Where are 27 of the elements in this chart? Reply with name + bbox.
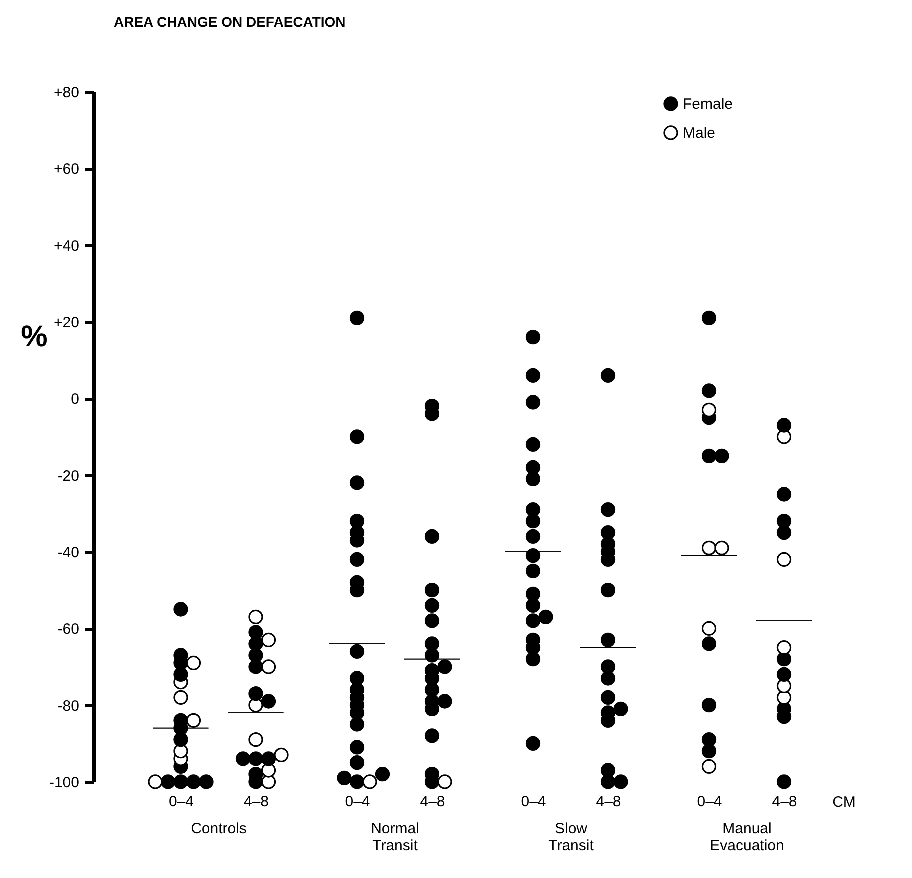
y-tick-label: +40 (54, 238, 80, 255)
y-tick-label: -20 (58, 468, 80, 485)
y-tick-label: +60 (54, 161, 80, 178)
x-axis-title: Slow Transit (548, 820, 595, 854)
x-axis-title: Manual Evacuation (710, 820, 784, 854)
x-axis-title: Normal Transit (371, 820, 420, 854)
y-axis-title: % (21, 320, 48, 354)
y-tick-label: 0 (71, 391, 80, 408)
y-tick-label: -80 (58, 698, 80, 715)
y-tick-label: +80 (54, 84, 80, 102)
x-tick-label: 0–4 (168, 794, 194, 810)
x-axis-title: Controls (191, 820, 247, 838)
y-tick-label: -100 (49, 774, 80, 792)
y-tick-label: +20 (54, 314, 80, 332)
x-tick-label: 4–8 (244, 794, 270, 810)
x-tick-label: 0–4 (345, 794, 370, 810)
x-tick-label: 0–4 (521, 794, 546, 810)
y-tick-label: -60 (58, 621, 80, 638)
legend-label: Male (683, 125, 716, 142)
chart-title: AREA CHANGE ON DEFAECATION (114, 14, 346, 30)
legend-label: Female (683, 96, 734, 113)
x-tick-label: 0–4 (697, 794, 722, 810)
x-tick-label: 4–8 (772, 794, 798, 810)
y-tick-label: -40 (58, 544, 80, 562)
x-tick-label: 4–8 (596, 794, 622, 810)
text: CM (832, 794, 856, 811)
x-tick-label: 4–8 (420, 794, 446, 810)
